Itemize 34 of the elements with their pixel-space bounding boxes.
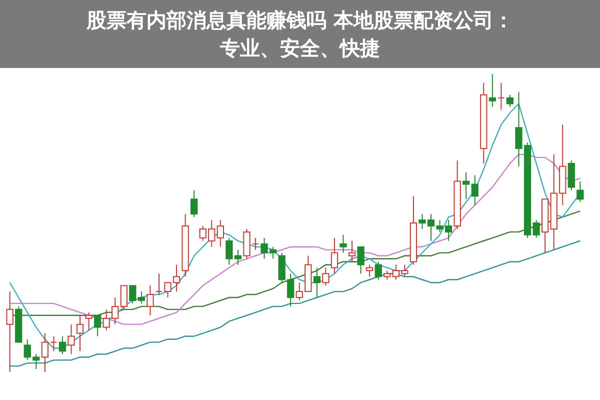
candlestick — [243, 228, 250, 260]
candlestick — [568, 160, 575, 191]
candlestick — [252, 237, 260, 250]
candlestick — [216, 220, 224, 248]
candlestick — [146, 285, 154, 316]
candlestick — [85, 312, 92, 331]
candlestick — [155, 273, 163, 296]
candlestick — [129, 285, 136, 304]
candlestick — [58, 336, 66, 355]
chart-subtitle: 专业、安全、快捷 — [219, 35, 381, 62]
candlestick — [330, 237, 338, 274]
candlestick — [357, 246, 364, 274]
candlestick — [120, 285, 128, 310]
candlestick — [50, 336, 58, 352]
candlestick — [68, 324, 75, 355]
chart-title: 股票有内部消息真能赚钱吗 本地股票配资公司： — [85, 7, 514, 34]
candlestick — [506, 94, 514, 108]
candlestick — [471, 174, 478, 206]
candlestick — [366, 264, 374, 278]
candlestick — [94, 314, 102, 337]
candlestick — [76, 314, 84, 352]
candlestick — [41, 332, 48, 372]
candlestick — [190, 190, 198, 218]
candlestick — [340, 234, 347, 254]
candlestick — [6, 291, 14, 372]
candlestick — [498, 82, 505, 110]
candlestick — [488, 74, 496, 108]
candlestick — [322, 267, 330, 286]
candlestick — [374, 261, 382, 280]
candlestick — [138, 291, 146, 304]
candlestick — [462, 172, 470, 200]
candlestick — [313, 267, 321, 298]
candlestick — [348, 240, 356, 262]
candlestick — [576, 180, 584, 203]
